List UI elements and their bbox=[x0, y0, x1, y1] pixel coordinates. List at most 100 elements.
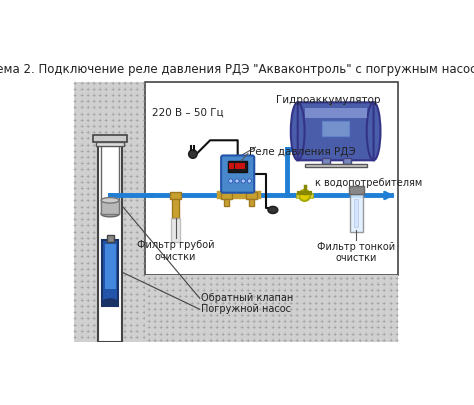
Text: +: + bbox=[85, 149, 90, 154]
Text: +: + bbox=[376, 276, 380, 281]
Text: +: + bbox=[85, 118, 90, 123]
Text: +: + bbox=[357, 288, 361, 293]
Text: +: + bbox=[104, 136, 108, 141]
Text: +: + bbox=[141, 124, 145, 129]
Text: +: + bbox=[91, 174, 96, 179]
Text: +: + bbox=[129, 323, 133, 328]
Text: +: + bbox=[220, 307, 225, 312]
Text: +: + bbox=[146, 325, 150, 330]
Text: +: + bbox=[270, 319, 274, 324]
Text: +: + bbox=[98, 130, 102, 135]
Text: +: + bbox=[152, 288, 156, 293]
Text: +: + bbox=[98, 205, 102, 210]
Text: +: + bbox=[264, 307, 268, 312]
Bar bbox=[305, 164, 367, 167]
Text: +: + bbox=[141, 99, 145, 104]
Text: +: + bbox=[110, 236, 114, 241]
Text: +: + bbox=[73, 254, 77, 259]
Text: +: + bbox=[73, 198, 77, 203]
Text: +: + bbox=[85, 316, 90, 322]
Text: +: + bbox=[98, 273, 102, 278]
Text: +: + bbox=[79, 93, 83, 98]
Text: +: + bbox=[227, 301, 231, 305]
Text: +: + bbox=[233, 301, 237, 305]
Text: +: + bbox=[202, 338, 206, 343]
Text: +: + bbox=[122, 130, 127, 135]
Text: +: + bbox=[79, 136, 83, 141]
Text: +: + bbox=[394, 332, 399, 337]
Text: +: + bbox=[245, 319, 249, 324]
Text: +: + bbox=[91, 323, 96, 328]
Bar bbox=[228, 161, 247, 172]
Text: +: + bbox=[326, 313, 330, 318]
Text: +: + bbox=[220, 282, 225, 287]
Text: +: + bbox=[394, 301, 399, 305]
Text: +: + bbox=[394, 307, 399, 312]
Text: +: + bbox=[85, 267, 90, 272]
Text: +: + bbox=[116, 186, 120, 191]
Text: +: + bbox=[73, 335, 77, 340]
Text: +: + bbox=[116, 273, 120, 278]
Text: +: + bbox=[357, 313, 361, 318]
Text: +: + bbox=[183, 282, 187, 287]
Text: +: + bbox=[202, 332, 206, 337]
Text: +: + bbox=[85, 236, 90, 241]
Ellipse shape bbox=[291, 102, 305, 160]
Text: +: + bbox=[79, 143, 83, 147]
Text: +: + bbox=[85, 310, 90, 315]
Text: +: + bbox=[276, 313, 281, 318]
Text: +: + bbox=[79, 180, 83, 185]
Text: +: + bbox=[122, 223, 127, 228]
Text: +: + bbox=[110, 217, 114, 222]
Bar bbox=[170, 192, 181, 199]
Text: +: + bbox=[190, 332, 193, 337]
Text: +: + bbox=[307, 282, 311, 287]
Text: +: + bbox=[122, 186, 127, 191]
Text: +: + bbox=[91, 118, 96, 123]
Text: +: + bbox=[141, 329, 145, 334]
Text: +: + bbox=[164, 294, 169, 299]
Text: +: + bbox=[351, 276, 355, 281]
Text: +: + bbox=[388, 332, 392, 337]
Text: +: + bbox=[135, 279, 139, 284]
Text: +: + bbox=[220, 338, 225, 343]
Text: +: + bbox=[289, 338, 293, 343]
Text: +: + bbox=[116, 124, 120, 129]
Text: +: + bbox=[129, 174, 133, 179]
Text: +: + bbox=[152, 332, 156, 337]
Text: +: + bbox=[338, 301, 343, 305]
Text: +: + bbox=[122, 298, 127, 303]
Text: +: + bbox=[357, 301, 361, 305]
Text: +: + bbox=[110, 118, 114, 123]
Ellipse shape bbox=[101, 211, 119, 217]
Text: +: + bbox=[116, 279, 120, 284]
Text: +: + bbox=[307, 301, 311, 305]
Text: +: + bbox=[245, 282, 249, 287]
Text: +: + bbox=[332, 338, 337, 343]
Text: +: + bbox=[183, 294, 187, 299]
Text: +: + bbox=[345, 307, 349, 312]
Text: +: + bbox=[98, 136, 102, 141]
Text: +: + bbox=[104, 286, 108, 290]
Text: +: + bbox=[85, 298, 90, 303]
Text: +: + bbox=[320, 294, 324, 299]
Text: +: + bbox=[239, 301, 243, 305]
Text: +: + bbox=[135, 211, 139, 216]
Text: +: + bbox=[122, 217, 127, 222]
Text: +: + bbox=[158, 332, 163, 337]
Text: +: + bbox=[233, 338, 237, 343]
Text: +: + bbox=[104, 310, 108, 315]
Text: +: + bbox=[196, 282, 200, 287]
Text: +: + bbox=[239, 282, 243, 287]
Text: +: + bbox=[141, 273, 145, 278]
Text: +: + bbox=[320, 307, 324, 312]
Text: +: + bbox=[73, 260, 77, 266]
Text: +: + bbox=[73, 217, 77, 222]
Text: +: + bbox=[122, 260, 127, 266]
Text: +: + bbox=[264, 338, 268, 343]
Text: +: + bbox=[116, 180, 120, 185]
Text: +: + bbox=[110, 167, 114, 173]
Text: +: + bbox=[171, 301, 175, 305]
Text: +: + bbox=[351, 282, 355, 287]
Text: +: + bbox=[202, 301, 206, 305]
